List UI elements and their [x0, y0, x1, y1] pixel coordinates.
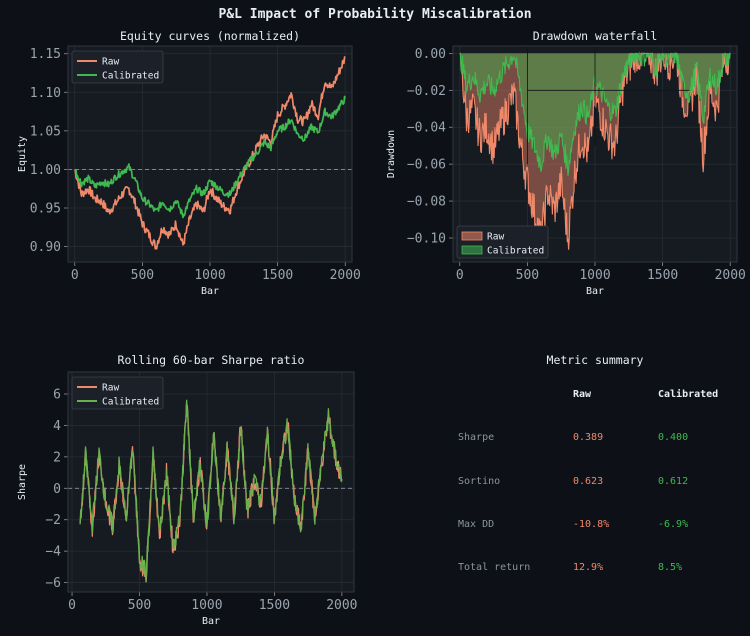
y-tick-label: −4 [45, 545, 61, 560]
y-tick-label: 1.10 [30, 86, 61, 101]
legend-label-raw: Raw [487, 232, 504, 243]
axes-frame [452, 45, 738, 263]
x-tick-label: 500 [131, 268, 154, 283]
legend: Raw Calibrated [71, 376, 164, 410]
figure-title: P&L Impact of Probability Miscalibration [218, 7, 532, 22]
y-tick-label: 1.15 [30, 47, 61, 62]
x-tick-label: 0 [68, 598, 76, 613]
legend-label-raw: Raw [102, 383, 119, 394]
table-cell-calibrated: 0.612 [658, 476, 688, 487]
y-tick-label: 1.05 [30, 124, 61, 139]
y-axis-label: Sharpe [17, 464, 28, 500]
legend-swatch-raw [461, 231, 483, 241]
x-tick-label: 2000 [330, 268, 361, 283]
x-tick-label: 1500 [647, 268, 678, 283]
table-cell-metric: Sharpe [458, 432, 494, 443]
axes-frame [67, 45, 353, 263]
table-header-raw: Raw [573, 389, 592, 400]
panel-title: Drawdown waterfall [533, 29, 658, 43]
table-cell-calibrated: -6.9% [658, 519, 688, 530]
table-cell-metric: Sortino [458, 476, 500, 487]
legend: Raw Calibrated [71, 50, 164, 84]
table-cell-raw: -10.8% [573, 519, 609, 530]
table-cell-raw: 12.9% [573, 562, 603, 573]
y-tick-label: 6 [53, 388, 61, 403]
y-tick-label: 4 [53, 419, 61, 434]
y-tick-label: −0.08 [407, 195, 446, 210]
panel-title: Rolling 60-bar Sharpe ratio [118, 353, 305, 367]
panel-2: 0 500 1000 1500 2000 −6 −4 −2 0 2 4 6 Rolling 60-bar… [17, 353, 358, 627]
legend: Raw Calibrated [456, 225, 549, 259]
y-tick-label: 0.90 [30, 240, 61, 255]
x-axis-label: Bar [201, 286, 219, 297]
x-tick-label: 500 [128, 598, 151, 613]
table-cell-raw: 0.623 [573, 476, 603, 487]
x-tick-label: 0 [71, 268, 79, 283]
panel-0: 0 500 1000 1500 2000 0.90 0.95 1.00 1.05 1.10 1.15… [17, 29, 361, 297]
x-tick-label: 2000 [715, 268, 746, 283]
y-tick-label: 1.00 [30, 163, 61, 178]
y-tick-label: 0.00 [415, 47, 446, 62]
y-tick-label: −0.06 [407, 158, 446, 173]
y-tick-label: −0.02 [407, 84, 446, 99]
panel-title: Equity curves (normalized) [120, 29, 300, 43]
panel-1: 0 500 1000 1500 2000 0.00 −0.02 −0.04 −0.06 −0.08… [386, 29, 746, 297]
table-row: Sortino 0.623 0.612 [458, 476, 688, 487]
table-header-calibrated: Calibrated [658, 388, 718, 400]
plot-content [459, 46, 731, 250]
legend-label-calibrated: Calibrated [102, 71, 159, 82]
x-tick-label: 1000 [194, 268, 225, 283]
legend-label-raw: Raw [102, 57, 119, 68]
legend-label-calibrated: Calibrated [487, 246, 544, 257]
x-tick-label: 2000 [326, 598, 357, 613]
x-tick-label: 1000 [191, 598, 222, 613]
x-tick-label: 1000 [579, 268, 610, 283]
series-line-calibrated [79, 399, 343, 582]
metric-summary-table: Metric summary Raw Calibrated Sharpe 0.389 0.… [458, 353, 718, 573]
table-cell-metric: Max DD [458, 519, 494, 530]
legend-swatch-calibrated [461, 245, 483, 255]
x-tick-label: 1500 [262, 268, 293, 283]
table-row: Max DD -10.8% -6.9% [458, 519, 688, 530]
y-tick-label: 0 [53, 482, 61, 497]
table-row: Total return 12.9% 8.5% [458, 562, 682, 573]
series-line-raw [73, 56, 346, 250]
y-tick-label: 2 [53, 450, 61, 465]
table-cell-calibrated: 0.400 [658, 432, 688, 443]
table-cell-metric: Total return [458, 562, 530, 573]
table-row: Sharpe 0.389 0.400 [458, 432, 688, 443]
plot-content [68, 399, 354, 583]
x-tick-label: 500 [516, 268, 539, 283]
x-tick-label: 1500 [259, 598, 290, 613]
table-title: Metric summary [547, 353, 644, 367]
y-tick-label: −0.10 [407, 232, 446, 247]
y-tick-label: 0.95 [30, 202, 61, 217]
y-axis-label: Drawdown [386, 130, 397, 178]
y-tick-label: −0.04 [407, 121, 446, 136]
table-cell-raw: 0.389 [573, 432, 603, 443]
x-axis-label: Bar [586, 286, 604, 297]
y-tick-label: −6 [45, 576, 61, 591]
axes-frame [67, 371, 355, 593]
y-tick-label: −2 [45, 513, 61, 528]
x-tick-label: 0 [456, 268, 464, 283]
plot-content [68, 56, 352, 250]
series-line-calibrated [74, 95, 347, 219]
x-axis-label: Bar [202, 616, 220, 627]
legend-label-calibrated: Calibrated [102, 397, 159, 408]
y-axis-label: Equity [17, 136, 28, 172]
table-cell-calibrated: 8.5% [658, 562, 682, 573]
